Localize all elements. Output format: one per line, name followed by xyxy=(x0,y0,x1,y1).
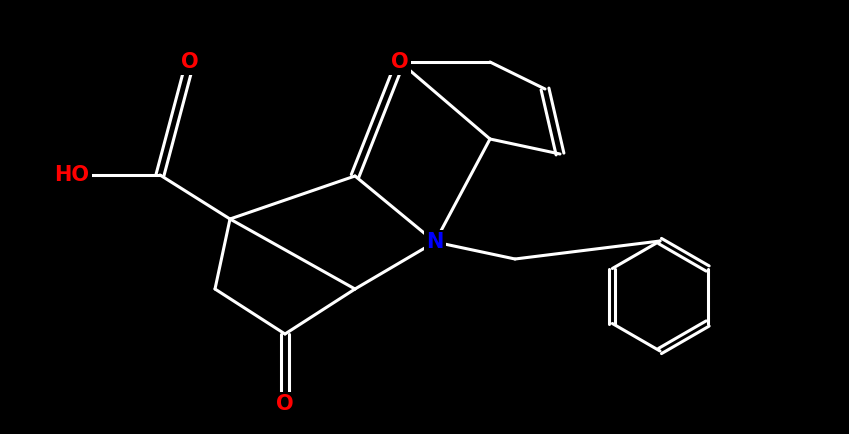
Text: HO: HO xyxy=(54,165,89,185)
Text: O: O xyxy=(391,52,409,72)
Text: N: N xyxy=(426,232,444,252)
Text: O: O xyxy=(276,394,294,414)
Text: O: O xyxy=(181,52,199,72)
